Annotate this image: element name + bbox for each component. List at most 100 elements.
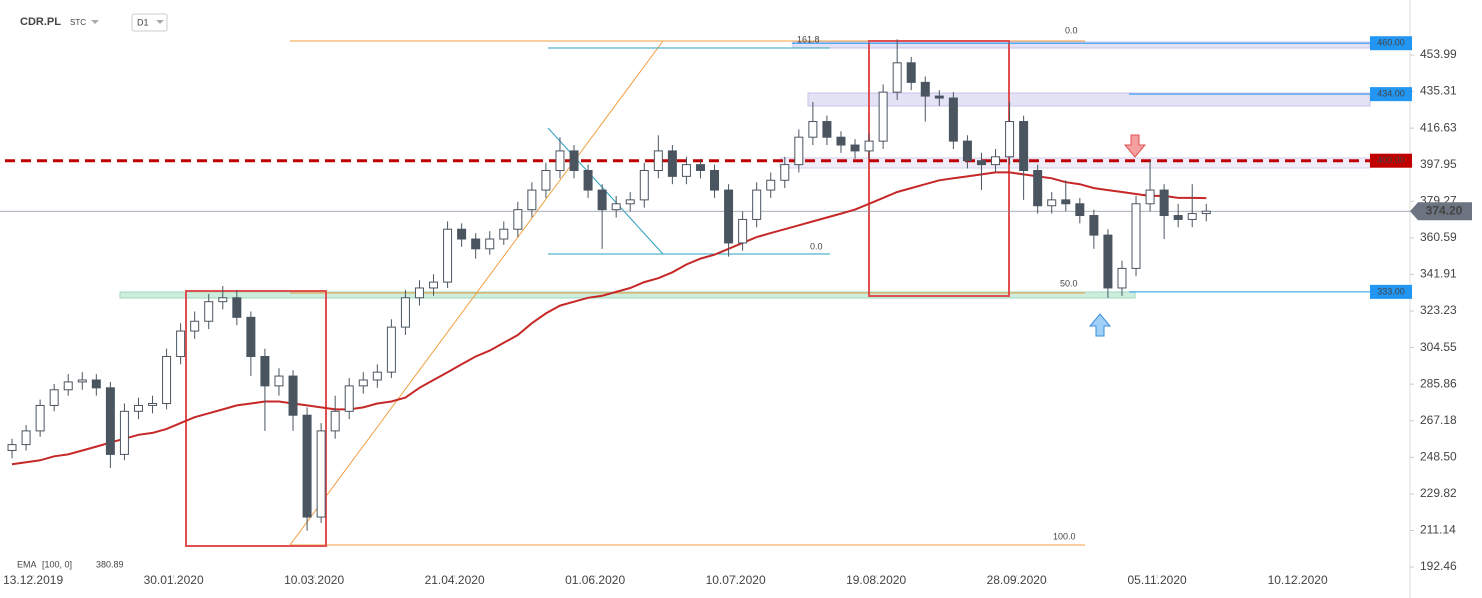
dropdown-icon[interactable] [91, 20, 99, 24]
candle-body [920, 81, 930, 97]
candle-body [49, 389, 59, 406]
y-tick-label: 397.95 [1420, 157, 1457, 171]
candle-body [274, 375, 284, 387]
candle-body [555, 150, 565, 171]
candle-body [246, 316, 256, 357]
down-arrow [1123, 134, 1147, 158]
candle-body [232, 297, 242, 318]
level-tag [1370, 284, 1412, 299]
candle-body [316, 430, 326, 518]
candle-body [1061, 199, 1071, 205]
up-arrow [1088, 313, 1112, 337]
x-tick-label: 10.12.2020 [1268, 573, 1328, 587]
axis: 453.99435.31416.63397.95379.27360.59341.… [3, 47, 1457, 587]
y-tick-label: 267.18 [1420, 413, 1457, 427]
candle-body [710, 169, 720, 191]
symbol: CDR.PL [20, 16, 61, 28]
candle-body [429, 281, 439, 289]
candle-body [91, 379, 101, 389]
candle-body [35, 404, 45, 432]
x-tick-label: 05.11.2020 [1128, 573, 1187, 587]
y-tick-label: 341.91 [1420, 267, 1457, 281]
candle-body [1187, 213, 1197, 220]
resistance-band [807, 92, 1371, 107]
candle-body [176, 330, 186, 357]
drawings [119, 40, 1371, 547]
y-tick-label: 192.46 [1420, 559, 1457, 573]
candle-body [1173, 215, 1183, 220]
candle-body [485, 238, 495, 250]
candle-body [878, 91, 888, 142]
candle-body [1201, 210, 1211, 215]
highlight-box [868, 40, 1010, 297]
y-tick-label: 416.63 [1420, 120, 1457, 134]
candle-body [288, 375, 298, 416]
y-tick-label: 229.82 [1420, 486, 1457, 500]
candle-body [148, 402, 158, 406]
candle-body [499, 228, 509, 240]
candle-body [541, 169, 551, 191]
candle-body [527, 189, 537, 211]
candle-body [794, 136, 804, 166]
indicator-name: EMA [17, 559, 37, 569]
fib-label: 0.0 [810, 241, 823, 251]
level-tag [1370, 36, 1412, 51]
candle-body [344, 385, 354, 412]
level-tag [1370, 87, 1412, 102]
candle-body [780, 164, 790, 181]
interval: D1 [137, 17, 149, 27]
candle-body [1019, 121, 1029, 171]
x-tick-label: 10.03.2020 [284, 573, 344, 587]
x-tick-label: 19.08.2020 [846, 573, 906, 587]
candle-body [218, 297, 228, 303]
candle-body [653, 150, 663, 171]
candle-body [583, 169, 593, 191]
exchange: STC [70, 18, 86, 27]
candle-body [962, 140, 972, 162]
y-tick-label: 360.59 [1420, 230, 1457, 244]
candle-body [119, 410, 129, 455]
support-band [119, 291, 1136, 299]
y-tick-label: 304.55 [1420, 340, 1457, 354]
candle-body [21, 430, 31, 446]
fib-label: 0.0 [1065, 25, 1078, 35]
candle-body [1089, 215, 1099, 236]
candle-body [808, 121, 818, 138]
y-tick-label: 435.31 [1420, 84, 1457, 98]
x-tick-label: 21.04.2020 [425, 573, 485, 587]
candle-body [513, 209, 523, 230]
x-tick-label: 10.07.2020 [706, 573, 766, 587]
candle-body [7, 444, 17, 451]
last-price-tag [1410, 202, 1472, 221]
candle-body [569, 150, 579, 171]
y-tick-label: 248.50 [1420, 449, 1457, 463]
candle-body [752, 189, 762, 220]
candle-body [372, 371, 382, 381]
candle-body [695, 164, 705, 171]
level-label: 333.00 [1377, 286, 1405, 296]
candle-body [260, 355, 270, 387]
candle-body [1005, 121, 1015, 158]
level-label: 400.00 [1377, 155, 1405, 165]
candle-body [77, 379, 87, 383]
candle-body [400, 297, 410, 328]
candle-body [1033, 169, 1043, 207]
x-tick-label: 13.12.2019 [3, 573, 63, 587]
candle-body [1117, 267, 1127, 289]
candle-body [133, 404, 143, 412]
candle-body [766, 179, 776, 191]
candle-body [948, 97, 958, 142]
candle-body [850, 144, 860, 152]
highlight-box [185, 290, 327, 547]
candle-body [63, 381, 73, 391]
candle-body [991, 156, 1001, 166]
candle-body [681, 164, 691, 177]
candle-body [330, 410, 340, 432]
indicator-params: [100, 0] [42, 559, 72, 569]
candle-body [414, 287, 424, 299]
y-tick-label: 285.86 [1420, 376, 1457, 390]
ema-line [11, 171, 1207, 466]
level-tag [1370, 153, 1412, 168]
candle-body [1145, 189, 1155, 205]
interval-select[interactable] [131, 13, 168, 32]
